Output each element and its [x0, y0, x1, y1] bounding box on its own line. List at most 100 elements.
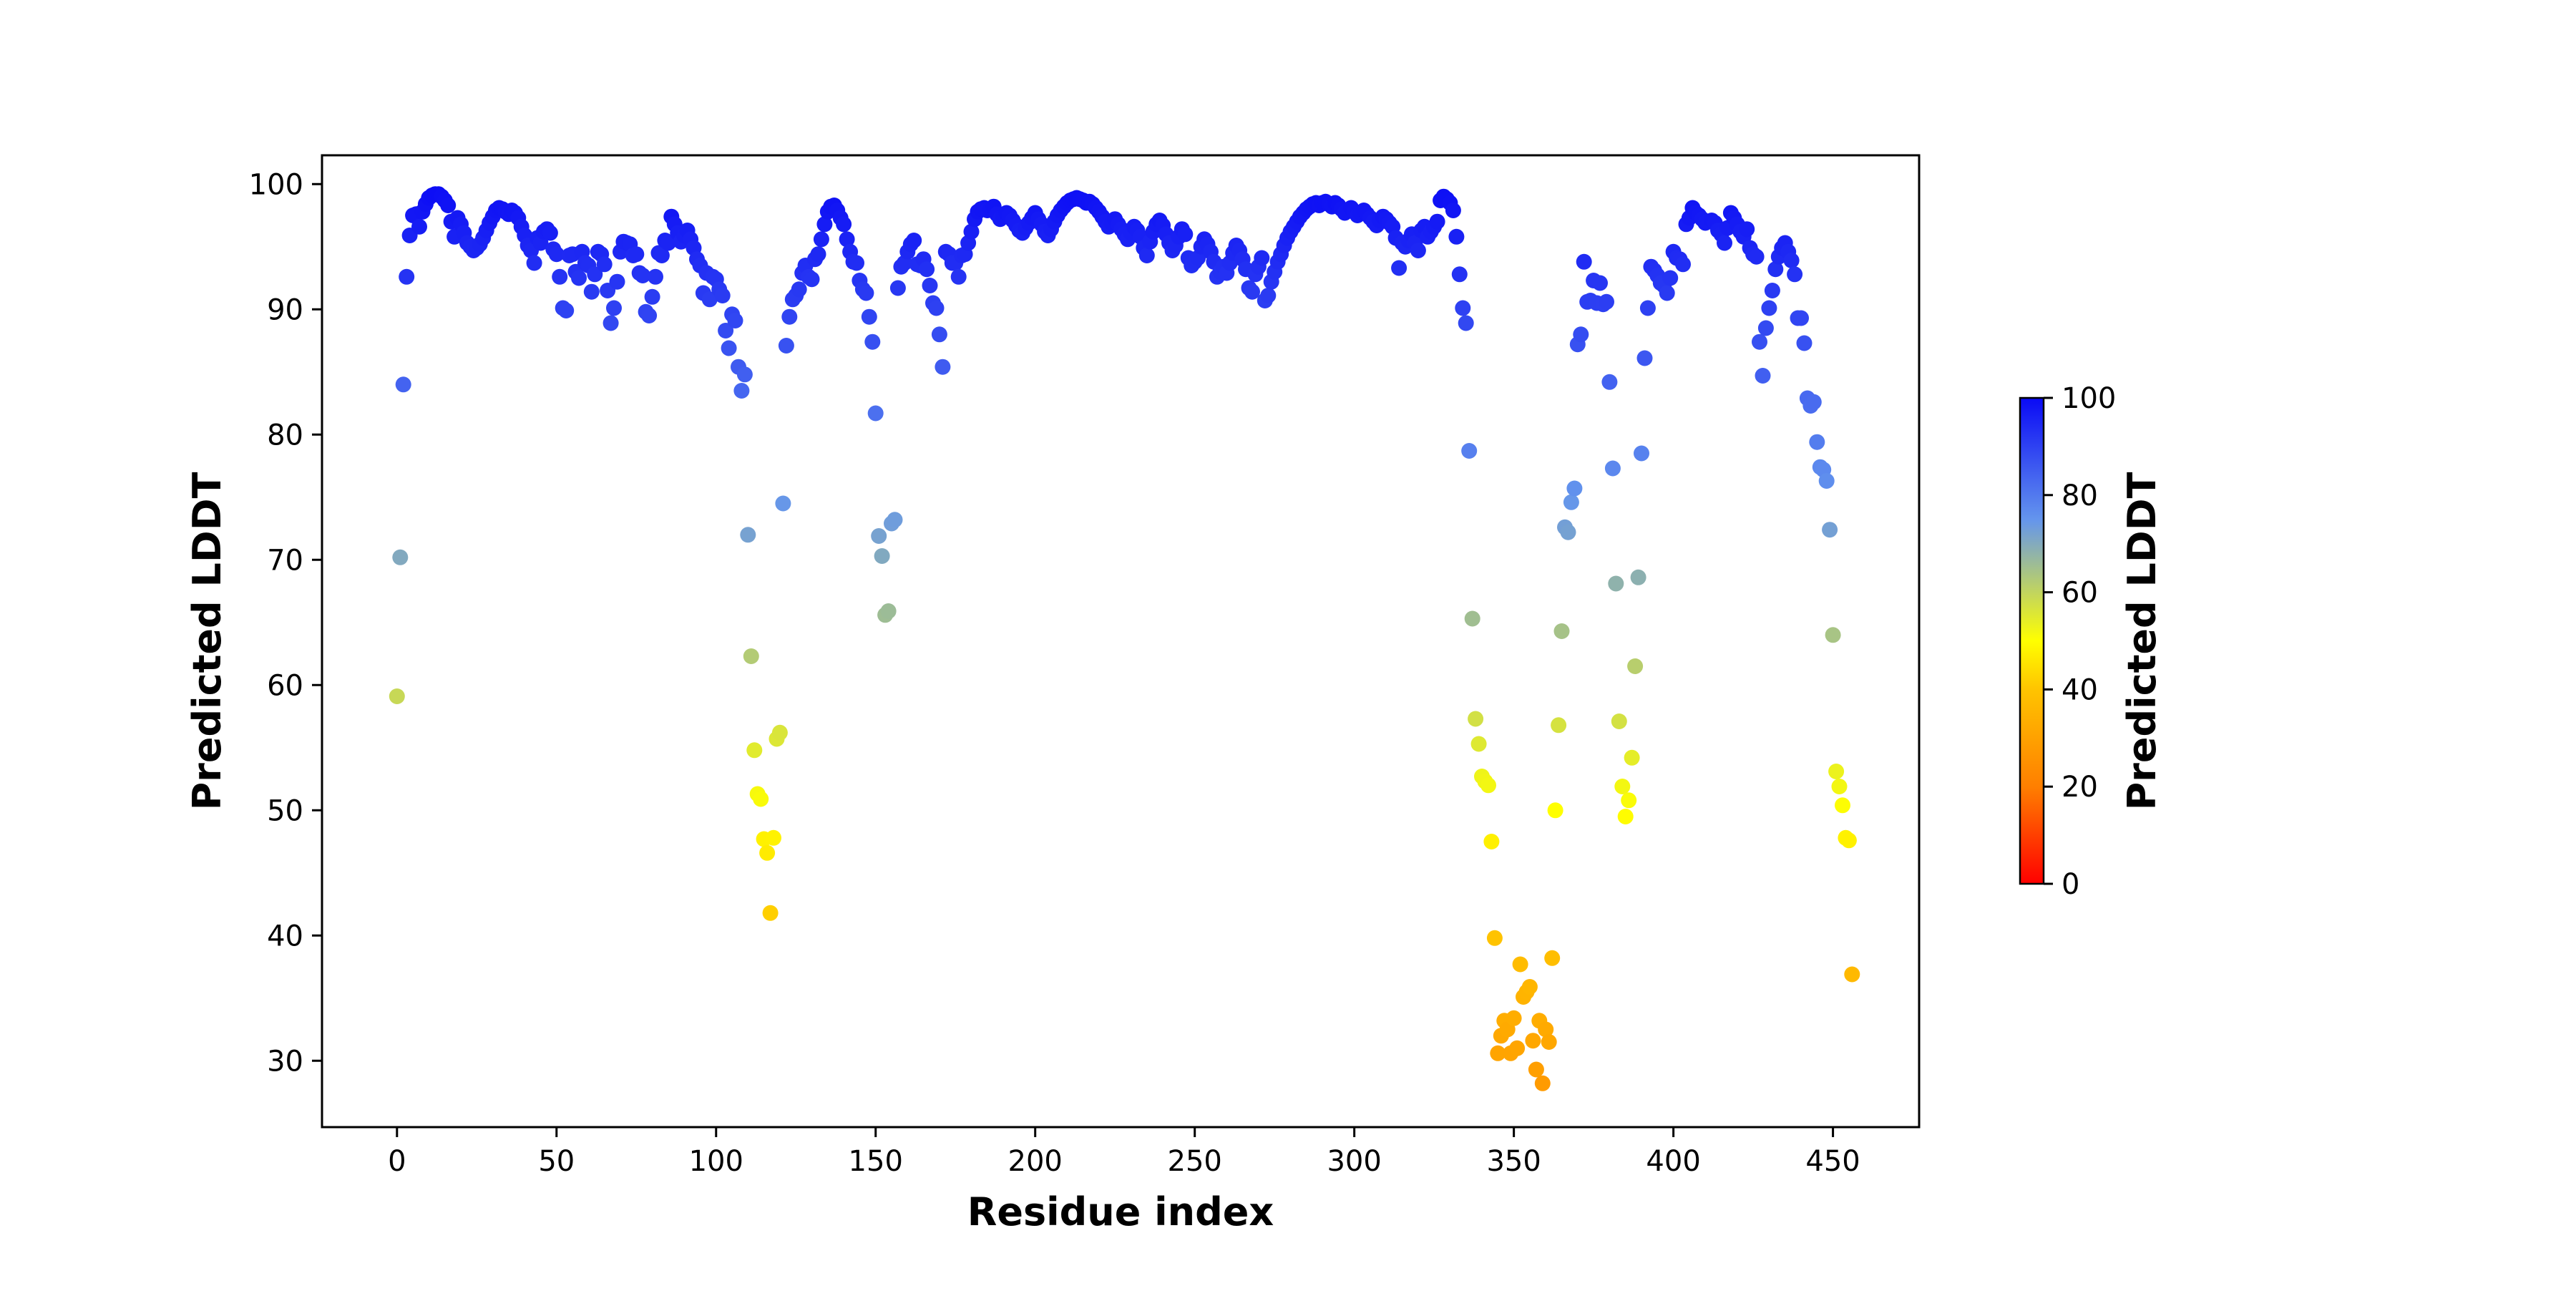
plot-border: [321, 154, 1921, 1129]
y-tick-label: 100: [249, 168, 303, 201]
data-point: [1717, 235, 1732, 251]
data-point: [1599, 293, 1614, 310]
data-point: [1604, 460, 1621, 477]
data-point: [392, 549, 409, 565]
x-tick-label: 300: [1327, 1145, 1381, 1178]
data-point: [653, 248, 670, 263]
data-point: [1757, 320, 1774, 336]
colorbar-title: Predicted LDDT: [2119, 472, 2165, 810]
data-point: [791, 281, 807, 298]
y-tick-label: 40: [267, 920, 303, 953]
data-point: [1617, 809, 1634, 824]
data-point: [1828, 764, 1845, 779]
data-point: [746, 742, 763, 759]
data-point: [753, 791, 769, 807]
data-point: [1818, 473, 1835, 489]
data-point: [1512, 956, 1528, 973]
data-point: [950, 268, 967, 285]
x-tick-label: 150: [849, 1145, 903, 1178]
data-point: [1566, 480, 1583, 497]
data-point: [1525, 1033, 1541, 1049]
data-point: [1831, 779, 1848, 794]
data-point: [1528, 1061, 1544, 1078]
data-point: [1490, 1045, 1506, 1061]
data-point: [1739, 221, 1755, 238]
colorbar-tick-label: 60: [2062, 577, 2098, 610]
data-point: [1822, 522, 1838, 538]
colorbar-tick-label: 100: [2062, 382, 2116, 415]
colorbar-tick-label: 40: [2062, 673, 2098, 706]
data-point: [1835, 797, 1850, 814]
x-tick-label: 50: [538, 1145, 575, 1178]
y-tick-label: 70: [267, 544, 303, 577]
data-point: [596, 256, 613, 273]
data-point: [867, 405, 884, 422]
data-point: [1544, 950, 1561, 966]
data-point: [1551, 717, 1567, 734]
data-point: [587, 266, 603, 283]
y-tick-label: 30: [267, 1045, 303, 1078]
data-point: [1458, 315, 1474, 331]
data-point: [1445, 203, 1461, 218]
data-point: [1138, 248, 1155, 263]
data-point: [701, 291, 718, 308]
data-point: [1480, 777, 1496, 794]
x-tick-label: 400: [1646, 1145, 1700, 1178]
y-tick-label: 80: [267, 419, 303, 452]
data-point: [1783, 253, 1800, 268]
data-point: [1560, 524, 1576, 540]
data-point: [552, 268, 568, 285]
data-point: [635, 268, 651, 283]
data-point: [1486, 930, 1503, 946]
data-point: [1840, 832, 1857, 849]
data-point: [816, 216, 833, 233]
data-point: [1429, 213, 1445, 230]
data-point: [766, 829, 781, 846]
y-tick-label: 90: [267, 293, 303, 326]
data-point: [1592, 275, 1608, 291]
data-point: [1611, 713, 1627, 729]
data-point: [1244, 283, 1260, 300]
data-point: [781, 308, 798, 325]
data-point: [1627, 658, 1644, 674]
x-tick-label: 0: [388, 1145, 406, 1178]
data-point: [759, 844, 776, 861]
data-point: [839, 231, 855, 248]
data-point: [548, 246, 565, 263]
x-tick-label: 350: [1486, 1145, 1541, 1178]
data-point: [1761, 300, 1777, 316]
x-tick-label: 200: [1008, 1145, 1063, 1178]
data-point: [1639, 300, 1656, 316]
data-point: [1553, 623, 1570, 639]
data-point: [602, 315, 619, 331]
data-point: [1614, 779, 1631, 794]
data-point: [810, 246, 826, 263]
data-point: [880, 603, 897, 619]
data-point: [1659, 285, 1675, 301]
y-tick-label: 60: [267, 669, 303, 702]
data-point: [1468, 711, 1484, 727]
data-point: [928, 300, 945, 316]
data-point: [733, 383, 750, 399]
data-point: [1636, 350, 1653, 366]
data-point: [935, 359, 951, 375]
x-tick-label: 450: [1805, 1145, 1860, 1178]
data-point: [762, 905, 779, 921]
data-point: [1538, 1021, 1554, 1038]
data-point: [628, 246, 645, 263]
data-point: [609, 273, 625, 290]
x-tick-label: 250: [1168, 1145, 1222, 1178]
data-point: [1796, 335, 1813, 351]
data-point: [1506, 1010, 1522, 1026]
colorbar: [2019, 396, 2045, 885]
data-point: [542, 225, 558, 241]
data-point: [1464, 610, 1480, 627]
data-point: [736, 366, 753, 383]
data-point: [1521, 979, 1538, 995]
data-point: [1448, 228, 1465, 245]
data-point: [1662, 270, 1679, 286]
data-point: [1534, 1075, 1551, 1091]
colorbar-tick-label: 20: [2062, 771, 2098, 804]
data-point: [1576, 253, 1592, 270]
